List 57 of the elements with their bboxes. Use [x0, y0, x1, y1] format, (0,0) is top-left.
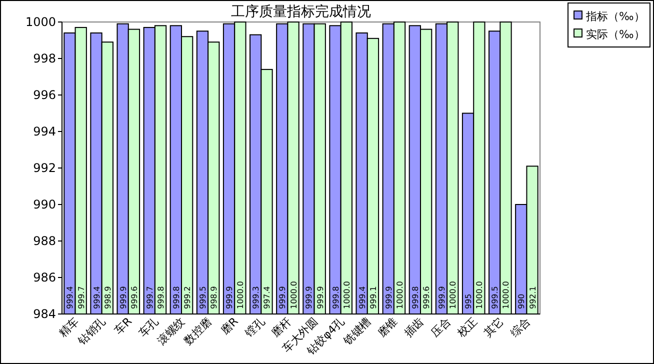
x-tick-label: 磨R — [218, 314, 241, 338]
y-tick-label: 988 — [33, 234, 56, 248]
x-tick-label: 综合 — [508, 314, 533, 340]
data-label: 1000.0 — [289, 281, 298, 309]
data-label: 999.4 — [92, 286, 102, 309]
data-label: 999.6 — [422, 286, 432, 309]
x-tick-label: 车R — [112, 314, 135, 338]
data-label: 999.2 — [183, 286, 192, 309]
data-label: 1000.0 — [448, 281, 458, 309]
x-tick-label: 其它 — [482, 314, 506, 340]
data-label: 999.9 — [304, 286, 314, 309]
data-label: 999.7 — [76, 286, 86, 309]
data-label: 999.1 — [368, 286, 378, 309]
y-tick-label: 986 — [33, 270, 56, 284]
data-label: 999.5 — [198, 286, 208, 309]
data-label: 999.7 — [145, 286, 154, 309]
data-label: 999.9 — [437, 286, 446, 309]
data-label: 998.9 — [103, 286, 112, 309]
y-tick-label: 998 — [33, 52, 56, 66]
legend-label: 实际（‰） — [586, 28, 645, 41]
data-label: 999.3 — [252, 286, 261, 309]
y-tick-label: 994 — [33, 124, 56, 138]
data-label: 1000.0 — [342, 281, 352, 309]
y-tick-label: 984 — [33, 307, 56, 321]
x-tick-label: 插齿 — [402, 314, 427, 340]
x-tick-label: 压合 — [428, 314, 454, 340]
data-label: 998.9 — [210, 286, 219, 309]
x-tick-label: 磨锥 — [375, 314, 400, 340]
data-label: 999.4 — [358, 286, 367, 309]
data-label: 999.9 — [118, 286, 128, 309]
data-label: 999.8 — [172, 286, 181, 309]
y-tick-label: 990 — [33, 198, 56, 212]
data-label: 999.9 — [316, 286, 325, 309]
data-label: 992.1 — [528, 286, 538, 309]
data-label: 995 — [464, 294, 474, 309]
data-label: 999.9 — [384, 286, 394, 309]
data-label: 999.9 — [278, 286, 288, 309]
data-label: 999.8 — [331, 286, 340, 309]
x-tick-label: 镗孔 — [242, 314, 268, 340]
y-tick-label: 996 — [33, 88, 56, 102]
data-label: 999.6 — [130, 286, 139, 309]
data-label: 999.8 — [410, 286, 420, 309]
data-label: 1000.0 — [475, 281, 484, 309]
y-tick-label: 992 — [33, 161, 56, 175]
legend-label: 指标（‰） — [585, 10, 645, 23]
data-label: 999.8 — [156, 286, 166, 309]
data-label: 999.4 — [66, 286, 75, 309]
data-label: 999.5 — [490, 286, 500, 309]
data-label: 1000.0 — [236, 281, 246, 309]
x-tick-label: 校正 — [454, 314, 480, 340]
data-label: 990 — [517, 294, 526, 309]
data-label: 1000.0 — [502, 281, 511, 309]
y-tick-label: 1000 — [25, 15, 56, 29]
data-label: 999.9 — [225, 286, 234, 309]
data-label: 1000.0 — [396, 281, 405, 309]
data-label: 997.4 — [262, 286, 272, 309]
chart-title: 工序质量指标完成情况 — [231, 4, 371, 20]
